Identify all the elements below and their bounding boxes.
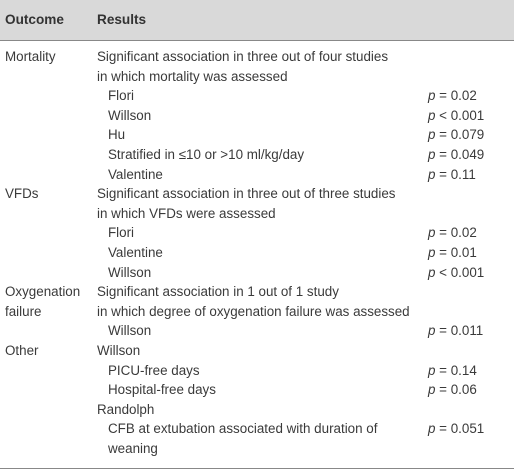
table-row: in which mortality was assessed bbox=[0, 67, 514, 87]
p-value: = 0.011 bbox=[435, 323, 484, 339]
p-value: = 0.14 bbox=[435, 362, 477, 378]
table-row: Stratified in ≤10 or >10 ml/kg/day p = 0.… bbox=[0, 145, 514, 165]
result-cell: Willson bbox=[108, 323, 152, 339]
p-value: < 0.001 bbox=[435, 107, 485, 123]
table-row: Willson p = 0.011 bbox=[0, 321, 514, 341]
result-cell: Flori bbox=[108, 225, 135, 241]
p-value-cell: p < 0.001 bbox=[428, 263, 484, 283]
footer-rule bbox=[0, 468, 514, 469]
p-value-cell: p = 0.049 bbox=[428, 145, 484, 165]
result-cell: Flori bbox=[108, 88, 135, 104]
p-symbol: p bbox=[428, 245, 436, 260]
table-row: Willson p < 0.001 bbox=[0, 263, 514, 283]
result-cell: Valentine bbox=[108, 166, 163, 182]
result-cell: Willson bbox=[108, 107, 152, 123]
p-value: < 0.001 bbox=[435, 264, 485, 280]
table-row: Hospital-free days p = 0.06 bbox=[0, 380, 514, 400]
p-symbol: p bbox=[428, 362, 436, 378]
result-cell: Hospital-free days bbox=[108, 382, 216, 398]
outcome-cell: VFDs bbox=[5, 186, 39, 202]
p-value: = 0.02 bbox=[435, 225, 477, 241]
table-row: Other Willson bbox=[0, 341, 514, 361]
p-value-cell: p = 0.02 bbox=[428, 223, 477, 243]
p-value-cell: p = 0.11 bbox=[428, 165, 476, 185]
p-symbol: p bbox=[428, 147, 436, 162]
p-symbol: p bbox=[428, 421, 436, 437]
table-row: VFDs Significant association in three out… bbox=[0, 184, 514, 204]
result-cell: Significant association in 1 out of 1 st… bbox=[97, 284, 339, 300]
p-value-cell: p = 0.02 bbox=[428, 86, 477, 106]
result-cell: Stratified in ≤10 or >10 ml/kg/day bbox=[108, 147, 305, 162]
table-row: Flori p = 0.02 bbox=[0, 86, 514, 106]
result-cell: Willson bbox=[108, 264, 152, 280]
p-value-cell: p = 0.01 bbox=[428, 243, 477, 263]
p-value: = 0.051 bbox=[435, 421, 485, 437]
result-cell: in which degree of oxygenation failure w… bbox=[97, 303, 410, 319]
table-row: failure in which degree of oxygenation fa… bbox=[0, 302, 514, 322]
p-symbol: p bbox=[428, 323, 436, 339]
table-row: Mortality Significant association in thre… bbox=[0, 47, 514, 67]
p-value-cell: p = 0.06 bbox=[428, 380, 477, 400]
p-value: = 0.11 bbox=[435, 166, 476, 182]
result-cell: PICU-free days bbox=[108, 362, 200, 378]
result-cell: in which mortality was assessed bbox=[97, 68, 288, 84]
result-cell: CFB at extubation associated with durati… bbox=[108, 421, 378, 437]
p-value: = 0.079 bbox=[435, 127, 485, 143]
table-row: Hu p = 0.079 bbox=[0, 125, 514, 145]
table-row: weaning bbox=[0, 439, 514, 459]
result-cell: Willson bbox=[97, 343, 141, 358]
result-cell: in which VFDs were assessed bbox=[97, 205, 276, 221]
p-value: = 0.02 bbox=[435, 88, 477, 104]
result-cell: weaning bbox=[108, 441, 158, 456]
table-row: Oxygenation Significant association in 1 … bbox=[0, 282, 514, 302]
result-cell: Randolph bbox=[97, 401, 155, 417]
p-value-cell: p = 0.011 bbox=[428, 321, 483, 341]
table-header: Outcome Results bbox=[0, 0, 514, 40]
p-value-cell: p < 0.001 bbox=[428, 106, 484, 126]
header-outcome: Outcome bbox=[5, 12, 64, 27]
header-results: Results bbox=[97, 12, 147, 27]
table-row: Flori p = 0.02 bbox=[0, 223, 514, 243]
outcome-cell: Mortality bbox=[5, 49, 56, 64]
p-value-cell: p = 0.051 bbox=[428, 419, 484, 439]
result-cell: Significant association in three out of … bbox=[97, 49, 389, 64]
outcome-cell: Oxygenation bbox=[5, 284, 81, 300]
outcome-cell: failure bbox=[5, 303, 42, 319]
p-symbol: p bbox=[428, 127, 436, 143]
result-cell: Significant association in three out of … bbox=[97, 186, 396, 202]
p-value: = 0.06 bbox=[435, 382, 477, 398]
p-value-cell: p = 0.14 bbox=[428, 361, 477, 381]
table-row: Willson p < 0.001 bbox=[0, 106, 514, 126]
outcome-cell: Other bbox=[5, 343, 39, 358]
table-row: CFB at extubation associated with durati… bbox=[0, 419, 514, 439]
p-symbol: p bbox=[428, 88, 436, 104]
result-cell: Valentine bbox=[108, 245, 163, 260]
p-value: = 0.01 bbox=[435, 245, 477, 260]
p-symbol: p bbox=[428, 107, 436, 123]
result-cell: Hu bbox=[108, 127, 126, 143]
table-row: in which VFDs were assessed bbox=[0, 204, 514, 224]
p-symbol: p bbox=[428, 382, 436, 398]
header-rule bbox=[0, 40, 514, 41]
table-row: Valentine p = 0.01 bbox=[0, 243, 514, 263]
table-row: Randolph bbox=[0, 400, 514, 420]
p-symbol: p bbox=[428, 225, 436, 241]
p-value-cell: p = 0.079 bbox=[428, 125, 484, 145]
table-row: PICU-free days p = 0.14 bbox=[0, 361, 514, 381]
p-symbol: p bbox=[428, 166, 436, 182]
p-symbol: p bbox=[428, 264, 436, 280]
p-value: = 0.049 bbox=[435, 147, 485, 162]
table-row: Valentine p = 0.11 bbox=[0, 165, 514, 185]
